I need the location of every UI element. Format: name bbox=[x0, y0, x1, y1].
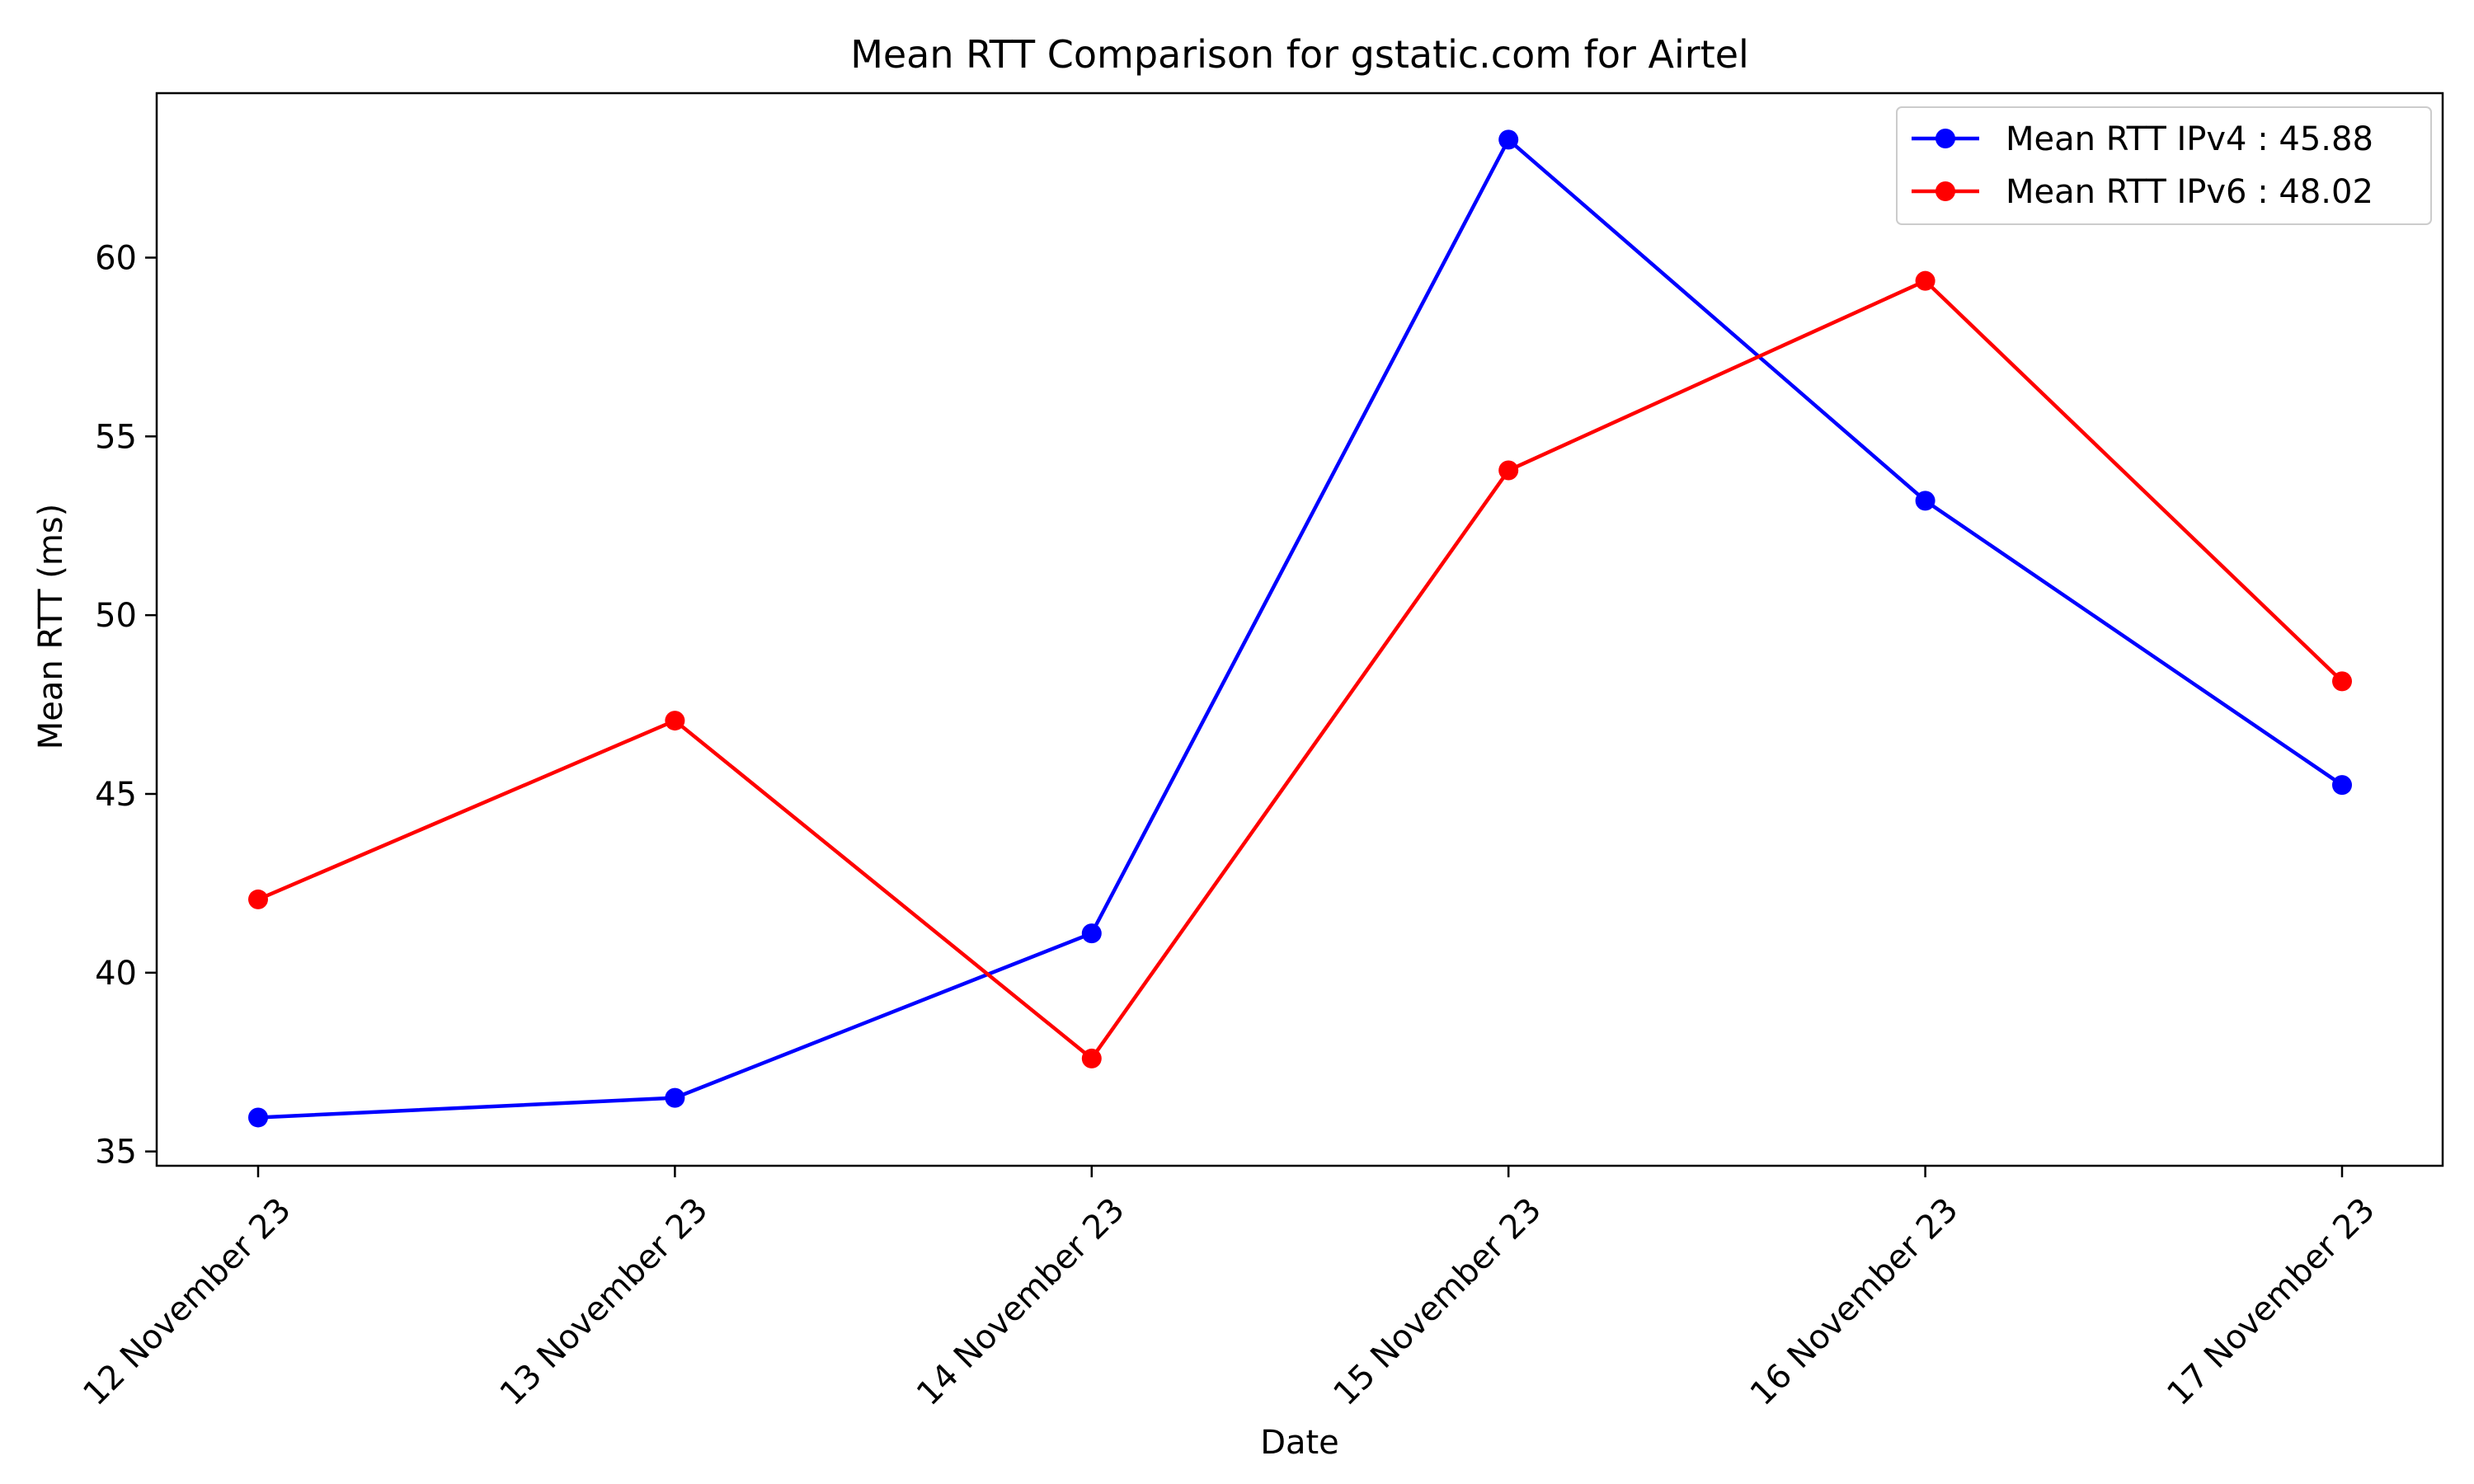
series-line-ipv6 bbox=[257, 278, 2344, 1062]
chart-title: Mean RTT Comparison for gstatic.com for … bbox=[850, 32, 1749, 77]
data-point bbox=[1498, 460, 1519, 481]
y-tick-label: 40 bbox=[95, 955, 137, 993]
x-tick-label: 13 November 23 bbox=[493, 1190, 716, 1413]
x-tick-label: 16 November 23 bbox=[1743, 1190, 1966, 1413]
data-point bbox=[2332, 775, 2352, 796]
data-point bbox=[1081, 1048, 1102, 1068]
data-point bbox=[248, 889, 268, 909]
legend-label: Mean RTT IPv6 : 48.02 bbox=[2006, 173, 2373, 211]
data-point bbox=[2332, 671, 2352, 692]
y-axis-label: Mean RTT (ms) bbox=[32, 504, 70, 749]
data-point bbox=[1498, 129, 1519, 150]
data-point bbox=[665, 711, 685, 731]
x-tick-label: 17 November 23 bbox=[2160, 1190, 2382, 1413]
data-point bbox=[1915, 270, 1935, 291]
y-tick-label: 35 bbox=[95, 1134, 137, 1172]
data-point bbox=[248, 1107, 268, 1128]
y-tick-label: 60 bbox=[95, 239, 137, 277]
legend-marker bbox=[1935, 181, 1955, 201]
x-axis: 12 November 23 13 November 23 14 November … bbox=[76, 1166, 2382, 1413]
series-layer bbox=[248, 129, 2352, 1128]
data-point bbox=[665, 1087, 685, 1108]
legend-box bbox=[1896, 106, 2432, 225]
y-tick-label: 50 bbox=[95, 597, 137, 635]
legend-marker bbox=[1935, 129, 1955, 148]
plot-area bbox=[155, 92, 2444, 1167]
x-tick-label: 14 November 23 bbox=[910, 1190, 1132, 1413]
legend: Mean RTT IPv4 : 45.88 Mean RTT IPv6 : 48.… bbox=[1896, 106, 2432, 225]
series-line-ipv4 bbox=[257, 136, 2344, 1120]
legend-label: Mean RTT IPv4 : 45.88 bbox=[2006, 120, 2373, 158]
x-axis-label: Date bbox=[1260, 1424, 1339, 1462]
y-tick-label: 45 bbox=[95, 776, 137, 814]
y-axis: 35 40 45 50 55 60 bbox=[95, 239, 157, 1172]
data-point bbox=[1081, 923, 1102, 944]
y-tick-label: 55 bbox=[95, 418, 137, 456]
data-point bbox=[1915, 491, 1935, 511]
x-tick-label: 12 November 23 bbox=[76, 1190, 299, 1413]
x-tick-label: 15 November 23 bbox=[1326, 1190, 1549, 1413]
